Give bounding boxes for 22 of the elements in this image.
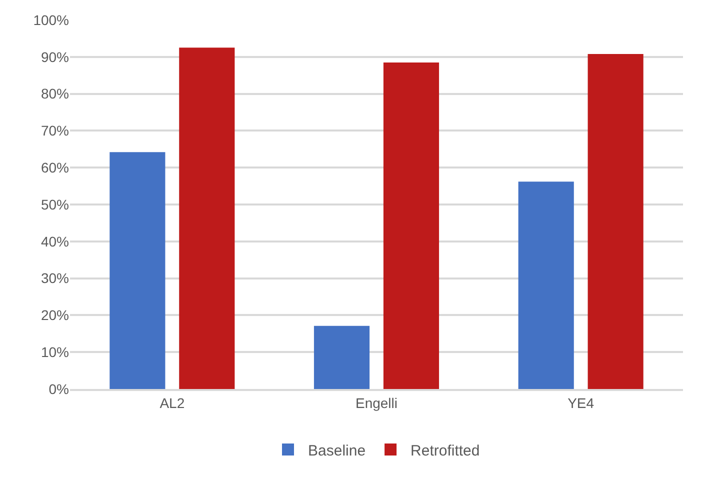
y-tick-label: 30%	[40, 270, 69, 286]
bar	[110, 152, 166, 389]
bar	[588, 54, 644, 389]
y-tick-label: 20%	[40, 307, 69, 324]
x-tick-label: Engelli	[355, 394, 398, 411]
x-tick-label: YE4	[568, 394, 594, 411]
y-tick-label: 80%	[40, 86, 69, 102]
y-tick-label: 40%	[40, 233, 69, 250]
y-tick-label: 90%	[40, 48, 69, 65]
legend-label: Baseline	[308, 442, 366, 460]
y-tick-label: 50%	[40, 196, 69, 212]
bar	[518, 182, 574, 389]
bar	[179, 48, 235, 389]
y-tick-label: 10%	[40, 344, 69, 360]
x-tick-label: AL2	[160, 394, 185, 411]
legend-label: Retrofitted	[410, 442, 480, 460]
bar	[383, 62, 440, 389]
y-tick-label: 0%	[48, 380, 69, 397]
y-tick-label: 60%	[40, 160, 69, 176]
y-tick-label: 70%	[40, 122, 69, 139]
bar	[314, 326, 370, 389]
y-tick-label: 100%	[33, 12, 69, 28]
